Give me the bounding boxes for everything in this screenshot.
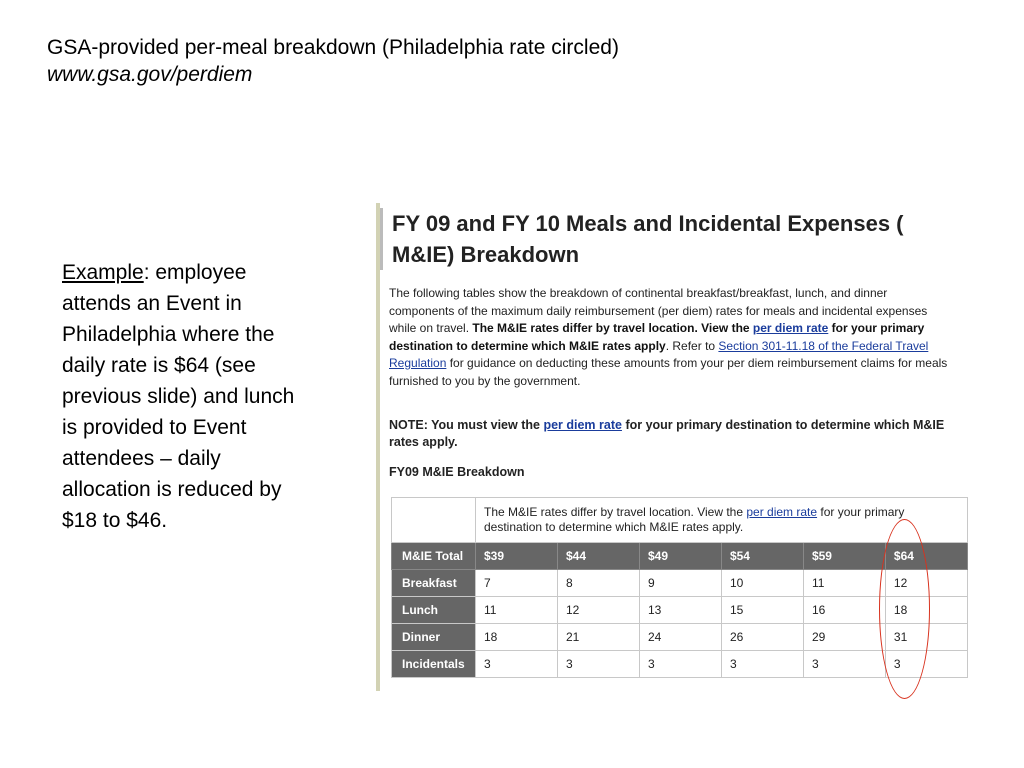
table-info-text-2: for your primary destination to determin… bbox=[484, 505, 905, 534]
row-label: Dinner bbox=[391, 623, 476, 651]
slide-subtitle-url: www.gsa.gov/perdiem bbox=[47, 63, 253, 86]
table-row-incidentals: Incidentals 3 3 3 3 3 3 bbox=[391, 650, 969, 678]
table-cell: 29 bbox=[802, 623, 886, 651]
intro-text-3: for guidance on deducting these amounts … bbox=[389, 356, 948, 388]
table-row-mie-total: M&IE Total $39 $44 $49 $54 $59 $64 bbox=[391, 542, 969, 570]
table-cell: $49 bbox=[638, 542, 722, 570]
table-cell: 11 bbox=[475, 596, 558, 624]
example-text-block: Example: employee attends an Event in Ph… bbox=[62, 257, 312, 536]
table-cell: 16 bbox=[802, 596, 886, 624]
table-row-dinner: Dinner 18 21 24 26 29 31 bbox=[391, 623, 969, 651]
row-label: Incidentals bbox=[391, 650, 476, 678]
table-cell: 7 bbox=[475, 569, 558, 597]
table-cell: $59 bbox=[802, 542, 886, 570]
note-per-diem-rate-link[interactable]: per diem rate bbox=[543, 418, 622, 432]
table-cell: 9 bbox=[638, 569, 722, 597]
table-info-cell: The M&IE rates differ by travel location… bbox=[475, 497, 968, 543]
table-cell: 3 bbox=[802, 650, 886, 678]
intro-bold-1: The M&IE rates differ by travel location… bbox=[472, 321, 750, 335]
table-cell: 10 bbox=[720, 569, 804, 597]
table-cell: $44 bbox=[556, 542, 640, 570]
mie-breakdown-table: The M&IE rates differ by travel location… bbox=[391, 497, 969, 678]
intro-text-1: The following tables show the breakdown … bbox=[389, 286, 928, 335]
note-text-2: for your primary destination to determin… bbox=[389, 418, 945, 449]
table-cell: $54 bbox=[720, 542, 804, 570]
row-label: M&IE Total bbox=[391, 542, 476, 570]
table-row-lunch: Lunch 11 12 13 15 16 18 bbox=[391, 596, 969, 624]
table-cell: 11 bbox=[802, 569, 886, 597]
table-corner-cell bbox=[391, 497, 476, 543]
table-cell: 18 bbox=[475, 623, 558, 651]
table-cell: 3 bbox=[884, 650, 969, 678]
note-paragraph: NOTE: You must view the per diem rate fo… bbox=[389, 417, 954, 451]
table-cell: 3 bbox=[475, 650, 558, 678]
example-body: : employee attends an Event in Philadelp… bbox=[62, 261, 295, 532]
slide-title-block: GSA-provided per-meal breakdown (Philade… bbox=[47, 34, 619, 88]
table-cell: 31 bbox=[884, 623, 969, 651]
table-cell: 8 bbox=[556, 569, 640, 597]
intro-bold-2: for your primary destination to determin… bbox=[389, 321, 925, 353]
table-cell: 21 bbox=[556, 623, 640, 651]
row-label: Lunch bbox=[391, 596, 476, 624]
ftr-section-link[interactable]: Section 301-11.18 of the Federal Travel … bbox=[389, 338, 929, 371]
table-cell: 12 bbox=[884, 569, 969, 597]
table-cell: 15 bbox=[720, 596, 804, 624]
table-cell: 18 bbox=[884, 596, 969, 624]
table-cell: 3 bbox=[556, 650, 640, 678]
per-diem-rate-link[interactable]: per diem rate bbox=[752, 321, 829, 335]
table-cell: 3 bbox=[638, 650, 722, 678]
table-cell: 24 bbox=[638, 623, 722, 651]
table-row-breakfast: Breakfast 7 8 9 10 11 12 bbox=[391, 569, 969, 597]
table-per-diem-rate-link[interactable]: per diem rate bbox=[746, 505, 818, 519]
note-text-1: NOTE: You must view the bbox=[389, 418, 540, 432]
table-info-text-1: The M&IE rates differ by travel location… bbox=[484, 505, 744, 519]
table-cell: 26 bbox=[720, 623, 804, 651]
table-cell: 13 bbox=[638, 596, 722, 624]
row-label: Breakfast bbox=[391, 569, 476, 597]
table-info-row: The M&IE rates differ by travel location… bbox=[391, 497, 968, 543]
gsa-screenshot: FY 09 and FY 10 Meals and Incidental Exp… bbox=[376, 203, 972, 691]
mie-heading: FY 09 and FY 10 Meals and Incidental Exp… bbox=[380, 208, 912, 270]
table-cell: 12 bbox=[556, 596, 640, 624]
intro-paragraph: The following tables show the breakdown … bbox=[389, 285, 954, 390]
table-cell: $64 bbox=[884, 542, 969, 570]
table-cell: $39 bbox=[475, 542, 558, 570]
intro-text-2: . Refer to bbox=[665, 338, 716, 353]
example-label: Example bbox=[62, 261, 144, 284]
slide-title: GSA-provided per-meal breakdown (Philade… bbox=[47, 36, 619, 59]
fy09-breakdown-label: FY09 M&IE Breakdown bbox=[389, 465, 525, 479]
table-cell: 3 bbox=[720, 650, 804, 678]
